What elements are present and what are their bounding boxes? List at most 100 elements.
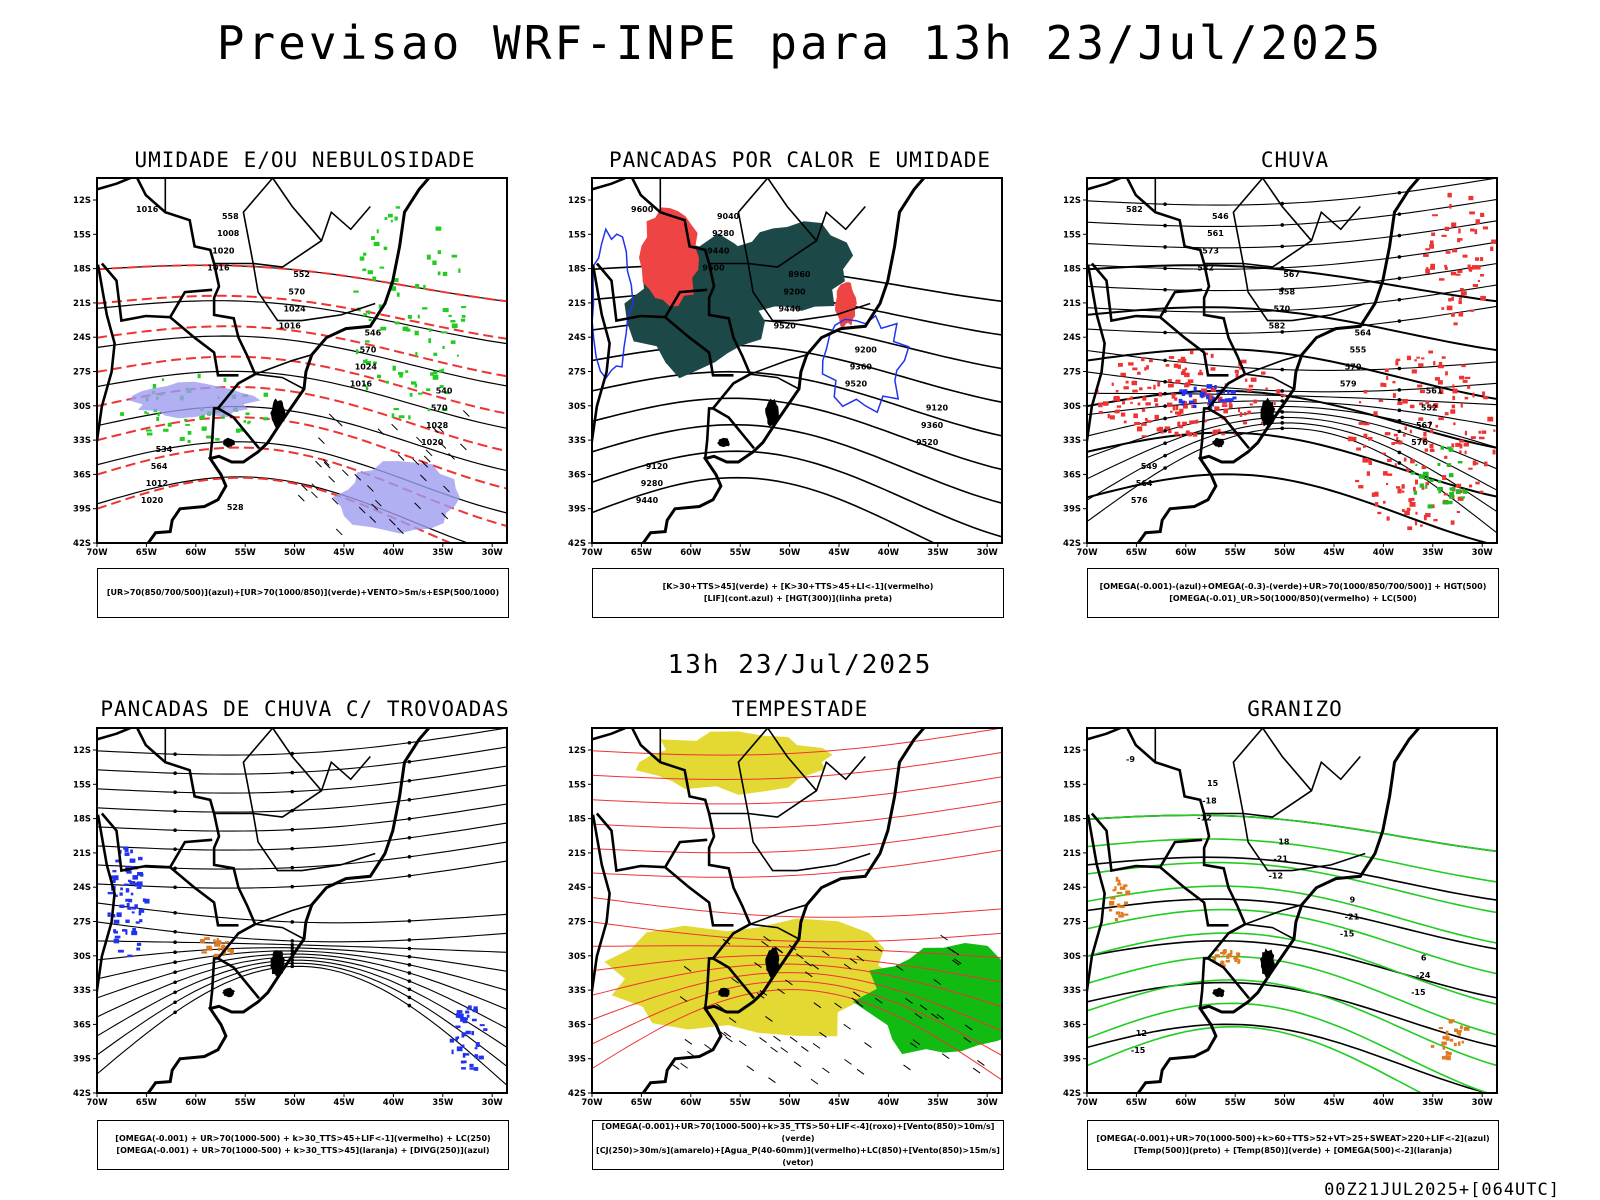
map-layers bbox=[592, 728, 1002, 1093]
rain-red-area bbox=[1386, 375, 1389, 381]
rain-red-area bbox=[1172, 405, 1176, 411]
rh-lower-area bbox=[407, 315, 412, 319]
divg-blue-area bbox=[465, 1010, 470, 1014]
lake bbox=[1212, 437, 1225, 448]
contour-label: 9200 bbox=[855, 346, 878, 355]
rain-red-area bbox=[1137, 371, 1141, 375]
rh-lower-area bbox=[355, 349, 359, 355]
divg-blue-area bbox=[465, 1017, 469, 1020]
border-line bbox=[1159, 866, 1229, 927]
streamline bbox=[1087, 220, 1497, 249]
rain-green-area bbox=[1443, 500, 1449, 505]
rain-red-area bbox=[1109, 415, 1115, 420]
rain-red-area bbox=[1441, 307, 1445, 310]
rain-red-area bbox=[1177, 412, 1182, 417]
contour-label: 6 bbox=[1421, 954, 1427, 963]
rain-green-area bbox=[1429, 479, 1434, 482]
contour-label: 534 bbox=[156, 445, 173, 454]
rain-red-area bbox=[1203, 352, 1208, 356]
lon-label: 30W bbox=[1472, 548, 1494, 557]
divg-blue-area bbox=[469, 1063, 474, 1068]
wind-vector bbox=[412, 458, 420, 466]
wind-vector bbox=[397, 527, 404, 535]
rain-red-area bbox=[1444, 455, 1448, 459]
flow-arrow bbox=[290, 949, 295, 953]
border-line bbox=[242, 728, 323, 814]
wind-vector bbox=[704, 1044, 712, 1050]
divg-blue-area bbox=[125, 866, 129, 869]
rain-red-area bbox=[1483, 395, 1488, 400]
rain-red-area bbox=[1444, 226, 1450, 231]
contour-line bbox=[1087, 955, 1497, 1036]
lon-label: 35W bbox=[1422, 548, 1444, 557]
map-frame bbox=[1086, 727, 1498, 1094]
rain-red-area bbox=[1132, 367, 1138, 371]
wind-vector bbox=[813, 1002, 822, 1009]
flow-arrow bbox=[173, 885, 177, 890]
streamline bbox=[97, 860, 507, 889]
lat-label: 39S bbox=[73, 1055, 91, 1065]
flow-arrow bbox=[173, 940, 177, 944]
rain-green-area bbox=[1447, 500, 1453, 505]
rain-red-area bbox=[1120, 412, 1126, 417]
rain-green-area bbox=[1455, 489, 1461, 495]
lake bbox=[717, 437, 730, 447]
wind-vector bbox=[371, 503, 378, 511]
divg-blue-area bbox=[459, 1013, 464, 1018]
contour-label: -15 bbox=[1340, 930, 1355, 939]
rain-red-area bbox=[1463, 442, 1469, 447]
lat-label: 24S bbox=[1063, 333, 1081, 343]
wind-vector bbox=[311, 483, 319, 491]
rain-red-area bbox=[1210, 367, 1216, 371]
rh-lower-area bbox=[390, 286, 397, 291]
rain-red-area bbox=[1446, 305, 1453, 311]
rain-red-area bbox=[1458, 311, 1464, 317]
flow-arrow bbox=[1163, 453, 1167, 458]
rain-red-area bbox=[1404, 426, 1407, 431]
rh-lower-area bbox=[450, 340, 456, 344]
lon-label: 50W bbox=[779, 548, 801, 557]
divg-blue-area bbox=[144, 898, 150, 904]
rh-lower-area bbox=[370, 236, 375, 241]
divg-blue-area bbox=[123, 846, 129, 850]
wind-vector bbox=[397, 454, 405, 461]
wind-vector bbox=[931, 1013, 939, 1019]
border-line bbox=[659, 178, 662, 213]
rh-lower-area bbox=[415, 351, 418, 357]
contour-line bbox=[97, 300, 507, 345]
rh-lower-area bbox=[428, 328, 432, 332]
lat-label: 39S bbox=[1063, 505, 1081, 515]
flow-arrow bbox=[1163, 358, 1167, 363]
hail-orange-area bbox=[1444, 1055, 1449, 1058]
hail-orange-area bbox=[1220, 952, 1226, 955]
flow-arrow bbox=[1397, 450, 1402, 455]
rain-red-area bbox=[1214, 406, 1220, 411]
border-line bbox=[208, 407, 218, 459]
rain-red-area bbox=[1438, 278, 1445, 281]
rh-lower-area bbox=[383, 246, 388, 251]
hail-orange-area bbox=[1122, 913, 1129, 916]
rh-lower-area bbox=[445, 391, 450, 395]
rh-lower-area bbox=[167, 422, 172, 427]
divg-blue-area bbox=[127, 906, 132, 910]
lat-label: 18S bbox=[568, 265, 586, 275]
rain-red-area bbox=[1429, 449, 1435, 453]
flow-arrow bbox=[407, 855, 412, 859]
divg-blue-area bbox=[449, 1038, 455, 1043]
rain-red-area bbox=[1431, 232, 1436, 237]
orange-area bbox=[227, 948, 231, 952]
flow-arrow bbox=[1163, 330, 1167, 335]
flow-arrow bbox=[290, 920, 295, 924]
hail-orange-area bbox=[1115, 876, 1119, 882]
rain-red-area bbox=[1381, 452, 1386, 455]
rain-red-area bbox=[1475, 219, 1480, 225]
hail-orange-area bbox=[1442, 1036, 1447, 1039]
rain-red-area bbox=[1445, 371, 1448, 376]
orange-area bbox=[225, 941, 230, 944]
rain-red-area bbox=[1103, 401, 1109, 406]
divg-blue-area bbox=[113, 938, 120, 944]
flow-arrow bbox=[1163, 404, 1167, 408]
flow-arrow bbox=[173, 929, 177, 934]
lon-label: 35W bbox=[927, 1098, 949, 1107]
